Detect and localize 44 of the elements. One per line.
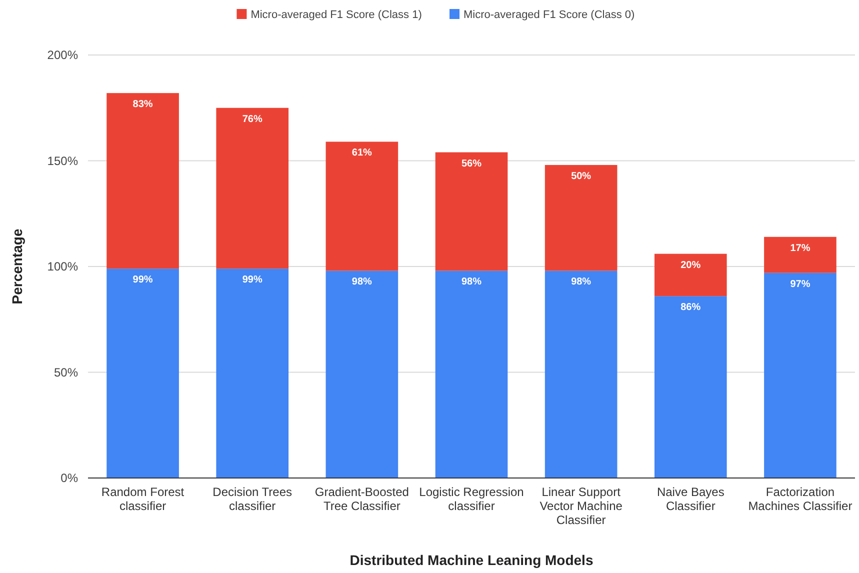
y-tick-label: 50% [54, 365, 78, 380]
legend-label: Micro-averaged F1 Score (Class 0) [464, 9, 635, 21]
bar [544, 164, 618, 271]
x-tick-label: Naive Bayes Classifier [656, 485, 724, 513]
data-label: 98% [571, 276, 592, 288]
bar [654, 254, 727, 296]
x-tick-label: Decision Trees classifier [212, 485, 292, 513]
data-label: 20% [680, 260, 701, 271]
bar [216, 268, 289, 478]
y-tick-label: 0% [60, 471, 78, 486]
x-tick-label: Logistic Regression classifier [419, 485, 524, 513]
x-tick-label: Random Forest classifier [101, 485, 185, 513]
y-axis-title: Percentage [9, 228, 25, 304]
bar [216, 108, 289, 269]
bar [654, 296, 727, 478]
data-label: 86% [680, 302, 701, 314]
bar [544, 270, 618, 478]
x-tick-label: Linear Support Vector Machine Classifier [540, 485, 623, 527]
data-label: 83% [132, 99, 153, 110]
data-label: 76% [242, 114, 262, 125]
y-tick-label: 200% [47, 48, 78, 62]
x-axis-title: Distributed Machine Leaning Models [350, 552, 594, 568]
data-label: 50% [571, 170, 592, 182]
bar [326, 270, 398, 478]
data-label: 98% [352, 276, 372, 288]
data-label: 99% [242, 274, 262, 286]
data-label: 17% [790, 242, 810, 254]
data-label: 97% [790, 278, 810, 290]
y-tick-label: 150% [47, 154, 78, 168]
bar [435, 270, 508, 478]
x-tick-label: Factorization Machines Classifier [748, 485, 852, 513]
bar [106, 93, 179, 269]
y-tick-label: 100% [47, 260, 78, 274]
bar [764, 236, 836, 273]
x-tick-label: Gradient-Boosted Tree Classifier [314, 485, 409, 513]
data-label: 61% [352, 148, 372, 159]
bar [106, 268, 179, 478]
data-label: 56% [461, 158, 482, 170]
bar [435, 152, 508, 271]
data-label: 99% [132, 274, 153, 286]
bar [764, 272, 836, 478]
data-label: 98% [461, 276, 482, 288]
legend-label: Micro-averaged F1 Score (Class 1) [250, 9, 422, 21]
bar [326, 142, 398, 271]
